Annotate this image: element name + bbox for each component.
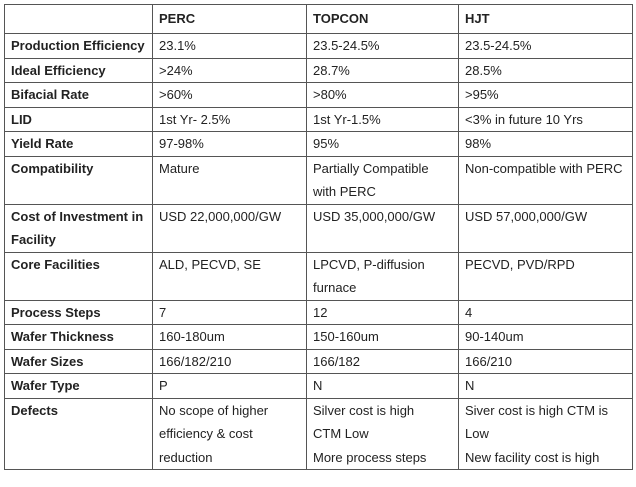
cell: 12 [306, 299, 459, 325]
cell: 98% [458, 131, 633, 157]
cell: N [458, 373, 633, 399]
table-body: Production Efficiency 23.1% 23.5-24.5% 23.5… [4, 33, 633, 470]
cell: 7 [152, 299, 307, 325]
column-header: HJT [458, 4, 633, 34]
row-header: Defects [4, 397, 153, 470]
cell: Non-compatible with PERC [458, 155, 633, 205]
header-row: PERC TOPCON HJT [4, 4, 633, 34]
cell: LPCVD, P-diffusion furnace [306, 251, 459, 301]
cell: 28.7% [306, 57, 459, 83]
row-header: Yield Rate [4, 131, 153, 157]
cell: Siver cost is high CTM is Low New facili… [458, 397, 633, 470]
row-header: Wafer Type [4, 373, 153, 399]
table-row: Defects No scope of higher efficiency & c… [4, 397, 633, 470]
cell: 166/182/210 [152, 348, 307, 374]
row-header: Compatibility [4, 155, 153, 205]
cell: USD 35,000,000/GW [306, 203, 459, 253]
table-row: Yield Rate 97-98% 95% 98% [4, 131, 633, 157]
cell: USD 22,000,000/GW [152, 203, 307, 253]
table-row: Production Efficiency 23.1% 23.5-24.5% 23.5… [4, 33, 633, 59]
cell: >80% [306, 82, 459, 108]
table-row: Wafer Sizes 166/182/210 166/182 166/210 [4, 348, 633, 374]
cell: 95% [306, 131, 459, 157]
cell: ALD, PECVD, SE [152, 251, 307, 301]
cell: N [306, 373, 459, 399]
table-row: Process Steps 7 12 4 [4, 299, 633, 325]
table-row: Compatibility Mature Partially Compatible … [4, 155, 633, 205]
table-row: Ideal Efficiency >24% 28.7% 28.5% [4, 57, 633, 83]
cell: 150-160um [306, 324, 459, 350]
row-header: Bifacial Rate [4, 82, 153, 108]
cell: Silver cost is high CTM Low More process… [306, 397, 459, 470]
row-header: Wafer Thickness [4, 324, 153, 350]
cell: 4 [458, 299, 633, 325]
cell: PECVD, PVD/RPD [458, 251, 633, 301]
row-header: Process Steps [4, 299, 153, 325]
cell: 23.5-24.5% [306, 33, 459, 59]
cell: 97-98% [152, 131, 307, 157]
cell: Partially Compatible with PERC [306, 155, 459, 205]
row-header: LID [4, 106, 153, 132]
cell: 90-140um [458, 324, 633, 350]
cell: Mature [152, 155, 307, 205]
cell: No scope of higher efficiency & cost red… [152, 397, 307, 470]
cell: >60% [152, 82, 307, 108]
cell: 23.1% [152, 33, 307, 59]
cell: <3% in future 10 Yrs [458, 106, 633, 132]
row-header: Production Efficiency [4, 33, 153, 59]
cell: USD 57,000,000/GW [458, 203, 633, 253]
table-row: Core Facilities ALD, PECVD, SE LPCVD, P-di… [4, 251, 633, 301]
cell: 1st Yr- 2.5% [152, 106, 307, 132]
row-header: Core Facilities [4, 251, 153, 301]
row-header: Wafer Sizes [4, 348, 153, 374]
cell: 23.5-24.5% [458, 33, 633, 59]
column-header: PERC [152, 4, 307, 34]
cell: 28.5% [458, 57, 633, 83]
cell: 166/210 [458, 348, 633, 374]
cell: 160-180um [152, 324, 307, 350]
comparison-table: PERC TOPCON HJT Production Efficiency 23.1%… [4, 4, 633, 470]
column-header: TOPCON [306, 4, 459, 34]
cell: >24% [152, 57, 307, 83]
table-row: Wafer Type P N N [4, 373, 633, 399]
column-header [4, 4, 153, 34]
table-row: Bifacial Rate >60% >80% >95% [4, 82, 633, 108]
cell: 166/182 [306, 348, 459, 374]
row-header: Cost of Investment in Facility [4, 203, 153, 253]
table-row: Wafer Thickness 160-180um 150-160um 90-140u… [4, 324, 633, 350]
table-header: PERC TOPCON HJT [4, 4, 633, 34]
row-header: Ideal Efficiency [4, 57, 153, 83]
table-row: LID 1st Yr- 2.5% 1st Yr-1.5% <3% in future … [4, 106, 633, 132]
cell: >95% [458, 82, 633, 108]
cell: 1st Yr-1.5% [306, 106, 459, 132]
cell: P [152, 373, 307, 399]
table-row: Cost of Investment in Facility USD 22,000… [4, 203, 633, 253]
